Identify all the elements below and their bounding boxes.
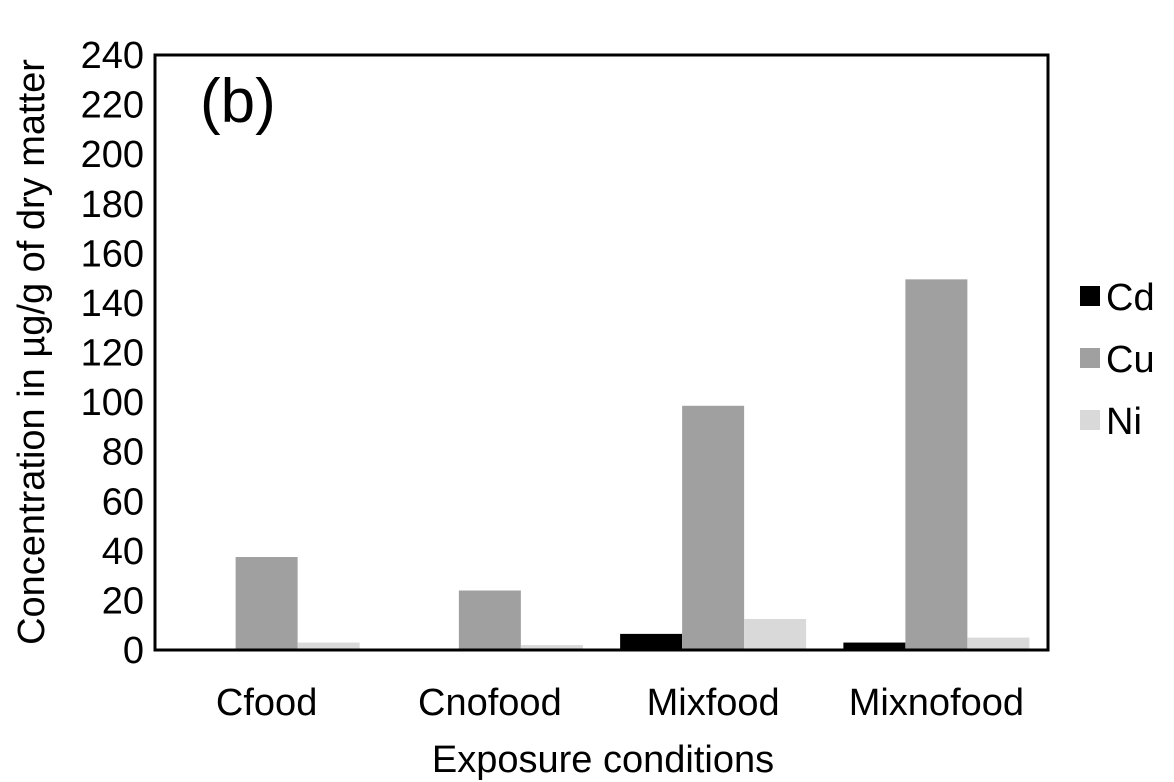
legend-swatch-ni <box>1080 410 1100 430</box>
y-axis-ticks: 0 20 40 60 80 100 120 140 160 180 200 220 240 <box>81 35 144 672</box>
bar-ni-cnofood <box>520 645 583 650</box>
plot-frame <box>153 53 1050 652</box>
y-tick-label: 240 <box>81 35 144 77</box>
legend-label-cd: Cd <box>1106 277 1155 319</box>
bar-cu-cfood <box>235 557 298 650</box>
bar-cd-mixfood <box>620 633 683 650</box>
y-tick-label: 20 <box>102 580 144 622</box>
y-axis-label: Concentration in µg/g of dry matter <box>11 59 53 645</box>
bar-cd-mixnofood <box>843 642 906 650</box>
y-tick-label: 160 <box>81 233 144 275</box>
x-axis-label: Exposure conditions <box>432 739 774 781</box>
bar-ni-cfood <box>297 642 360 650</box>
legend-swatch-cu <box>1080 348 1100 368</box>
y-tick-label: 140 <box>81 283 144 325</box>
legend: Cd Cu Ni <box>1080 277 1155 443</box>
bar-cu-cnofood <box>458 590 521 650</box>
panel-label: (b) <box>200 67 276 136</box>
y-tick-label: 80 <box>102 432 144 474</box>
y-tick-label: 200 <box>81 134 144 176</box>
y-tick-label: 0 <box>123 630 144 672</box>
legend-label-ni: Ni <box>1106 401 1142 443</box>
x-category-label: Cnofood <box>418 682 562 724</box>
x-axis-categories: Cfood Cnofood Mixfood Mixnofood <box>216 682 1024 724</box>
x-category-label: Mixfood <box>647 682 780 724</box>
bars-group <box>235 279 1030 650</box>
legend-swatch-cd <box>1080 286 1100 306</box>
y-tick-label: 220 <box>81 85 144 127</box>
y-tick-label: 100 <box>81 382 144 424</box>
legend-label-cu: Cu <box>1106 339 1155 381</box>
bar-cu-mixfood <box>682 405 745 650</box>
bar-ni-mixnofood <box>967 637 1030 650</box>
y-tick-label: 120 <box>81 333 144 375</box>
y-tick-label: 60 <box>102 481 144 523</box>
y-tick-label: 40 <box>102 531 144 573</box>
y-tick-label: 180 <box>81 184 144 226</box>
x-category-label: Cfood <box>216 682 317 724</box>
bar-ni-mixfood <box>744 619 807 650</box>
bar-cu-mixnofood <box>905 279 968 650</box>
x-category-label: Mixnofood <box>849 682 1024 724</box>
